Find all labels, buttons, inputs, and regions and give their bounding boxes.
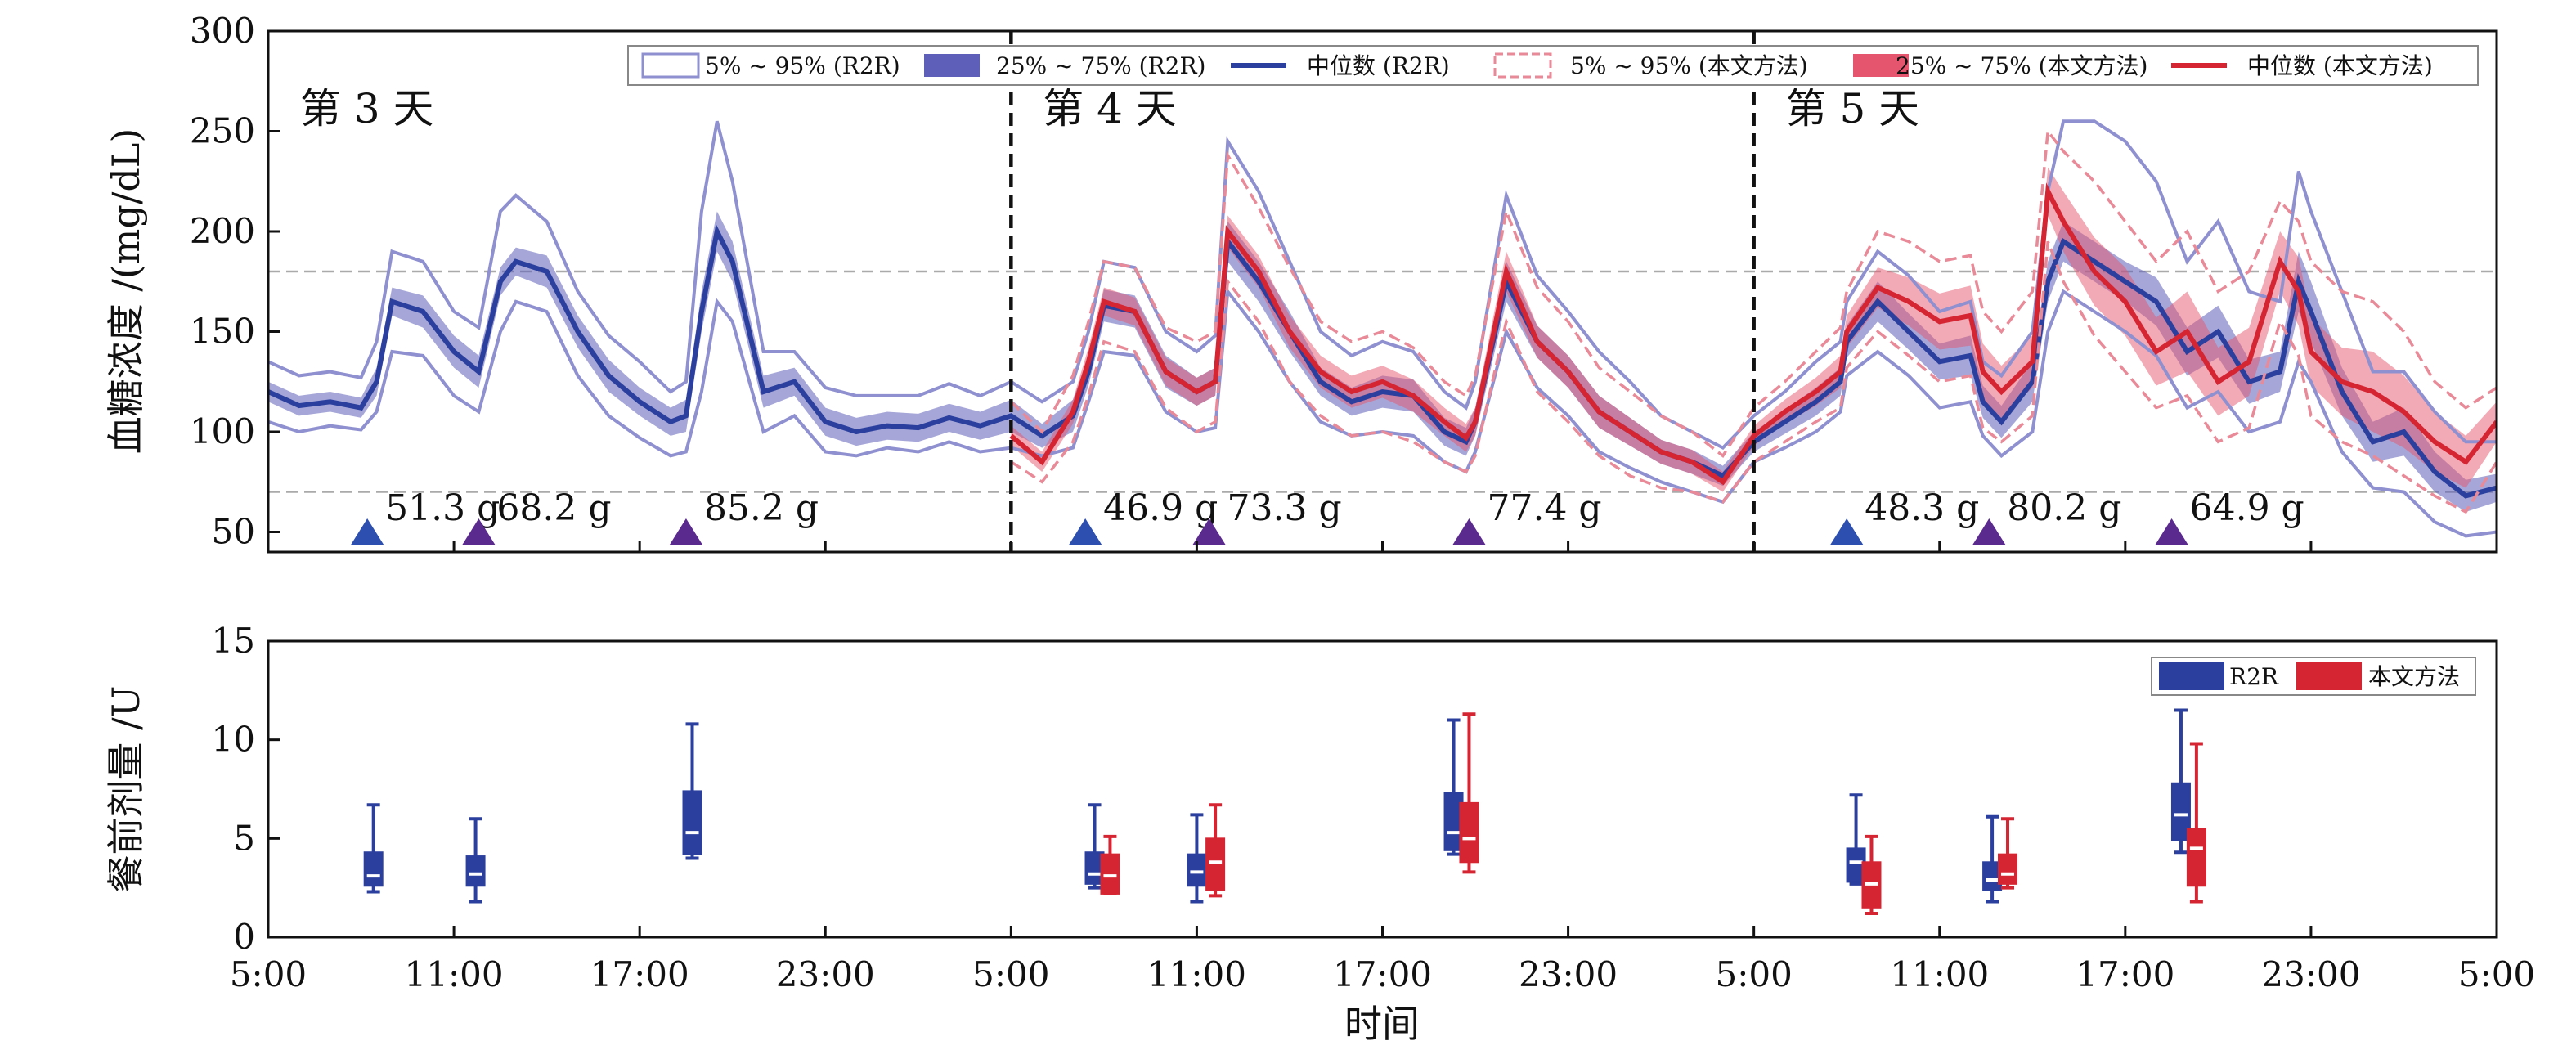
dose-y-axis-title: 餐前剂量 /U (104, 686, 148, 893)
y-tick-label: 300 (190, 11, 255, 51)
legend-swatch (2159, 662, 2224, 690)
day-label: 第 4 天 (1043, 85, 1177, 132)
glucose-legend: 5% ~ 95% (R2R) 25% ~ 75% (R2R) 中位数 (R2R) 5%… (627, 45, 2479, 86)
meal-carb-label: 77.4 g (1487, 487, 1601, 529)
meal-marker-triangle (1069, 518, 1102, 545)
y-tick-label: 200 (190, 211, 255, 251)
glucose-axes: 50 100 150 200 250 300 (190, 11, 2498, 552)
day-label: 第 3 天 (300, 85, 434, 132)
y-tick-label: 150 (190, 312, 255, 352)
box-body (2170, 782, 2191, 841)
meal-marker-triangle (351, 518, 384, 545)
box-body (1187, 853, 1207, 887)
r2r-median-line (268, 223, 2497, 499)
box-body (1100, 853, 1120, 895)
x-tick-label: 23:00 (2261, 954, 2360, 994)
meal-markers: 51.3 g68.2 g 85.2 g 46.9 g 73.3 g 77.4 g 48.3… (351, 487, 2304, 545)
legend-label: 5% ~ 95% (R2R) (705, 52, 900, 79)
legend-label: 25% ~ 75% (R2R) (996, 52, 1205, 79)
y-tick-label: 0 (233, 917, 255, 957)
meal-carb-label: 80.2 g (2007, 487, 2121, 529)
x-tick-label: 23:00 (1519, 954, 1618, 994)
box-body (1205, 837, 1226, 891)
proposed-p5-line (1010, 240, 2497, 514)
dose-axes: 0 5 10 15 5:00 11:00 17:00 23:00 5:00 11:00 17:00 2… (212, 621, 2536, 994)
x-tick-label: 11:00 (1147, 954, 1246, 994)
legend-label: 5% ~ 95% (本文方法) (1570, 52, 1808, 79)
x-tick-label: 11:00 (1890, 954, 1989, 994)
meal-marker-triangle (1192, 518, 1226, 545)
x-tick-label: 11:00 (405, 954, 504, 994)
meal-carb-label: 68.2 g (496, 487, 611, 529)
percentile-bands (268, 167, 2497, 512)
dose-panel: 0 5 10 15 5:00 11:00 17:00 23:00 5:00 11:00 17:00 2… (104, 621, 2535, 1046)
x-tick-label: 17:00 (2076, 954, 2174, 994)
meal-carb-label: 48.3 g (1865, 487, 1979, 529)
day-dividers (1009, 31, 1756, 552)
y-tick-label: 50 (212, 512, 255, 552)
x-tick-label: 23:00 (776, 954, 875, 994)
meal-carb-label: 51.3 g (385, 487, 500, 529)
meal-carb-label: 85.2 g (704, 487, 819, 529)
legend-swatch (641, 52, 700, 79)
glucose-panel: 51.3 g68.2 g 85.2 g 46.9 g 73.3 g 77.4 g 48.3… (104, 11, 2498, 554)
meal-marker-triangle (669, 518, 702, 545)
legend-label: 中位数 (本文方法) (2247, 52, 2433, 79)
legend-label: R2R (2229, 663, 2279, 690)
box-body (682, 790, 702, 855)
box-body (1459, 801, 1479, 864)
x-tick-label: 5:00 (1716, 954, 1793, 994)
proposed-median-line (1009, 182, 2497, 486)
x-tick-label: 5:00 (2458, 954, 2535, 994)
x-tick-label: 5:00 (972, 954, 1049, 994)
y-tick-label: 15 (212, 621, 255, 661)
day-labels: 第 3 天 第 4 天 第 5 天 (300, 85, 1919, 132)
legend-label: 中位数 (R2R) (1307, 52, 1450, 79)
day-label: 第 5 天 (1786, 85, 1920, 132)
legend-swatch (1493, 52, 1552, 79)
legend-swatch (1853, 54, 1909, 77)
box-body (465, 855, 486, 887)
y-tick-label: 100 (190, 411, 255, 451)
meal-marker-triangle (1830, 518, 1864, 545)
legend-swatch (2296, 662, 2362, 690)
box-body (2186, 828, 2206, 887)
dose-boxes (363, 708, 2206, 916)
y-tick-label: 5 (233, 818, 255, 858)
box-body (1998, 853, 2018, 885)
glucose-y-axis-title: 血糖浓度 /(mg/dL) (104, 128, 148, 455)
meal-carb-label: 73.3 g (1227, 487, 1342, 529)
legend-label: 本文方法 (2368, 663, 2460, 690)
x-axis-title: 时间 (1344, 1002, 1420, 1046)
r2r-p95-line (268, 119, 2497, 451)
meal-marker-triangle (1972, 518, 2006, 545)
y-tick-label: 10 (212, 720, 255, 760)
meal-carb-label: 64.9 g (2190, 487, 2304, 529)
meal-carb-label: 46.9 g (1103, 487, 1218, 529)
box-body (363, 851, 384, 887)
x-tick-label: 17:00 (590, 954, 689, 994)
y-tick-label: 250 (190, 111, 255, 151)
x-tick-label: 17:00 (1333, 954, 1432, 994)
legend-swatch (924, 54, 980, 77)
legend-label: 25% ~ 75% (本文方法) (1896, 52, 2147, 79)
x-tick-label: 5:00 (230, 954, 307, 994)
meal-marker-triangle (462, 518, 496, 545)
series-lines (268, 119, 2497, 538)
dose-legend: R2R 本文方法 (2151, 657, 2476, 696)
meal-marker-triangle (1452, 518, 1486, 545)
meal-marker-triangle (2155, 518, 2188, 545)
